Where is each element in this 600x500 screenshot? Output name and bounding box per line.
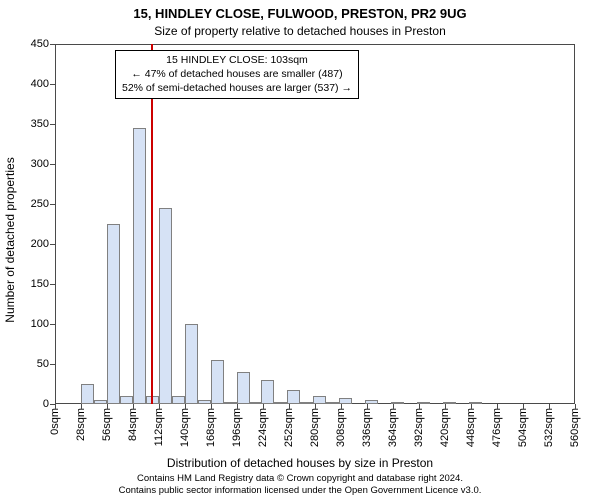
- x-tick-mark: [523, 404, 524, 409]
- histogram-bar: [159, 208, 172, 404]
- histogram-bar: [469, 402, 482, 404]
- histogram-bar: [81, 384, 94, 404]
- footer-line-1: Contains HM Land Registry data © Crown c…: [0, 473, 600, 484]
- plot-area: 0501001502002503003504004500sqm28sqm56sq…: [55, 44, 575, 404]
- x-tick-mark: [159, 404, 160, 409]
- x-tick-mark: [497, 404, 498, 409]
- x-tick-mark: [81, 404, 82, 409]
- x-tick-label: 476sqm: [491, 408, 503, 447]
- x-tick-label: 504sqm: [517, 408, 529, 447]
- y-tick-mark: [50, 164, 55, 165]
- x-tick-mark: [263, 404, 264, 409]
- x-tick-mark: [289, 404, 290, 409]
- x-tick-label: 168sqm: [205, 408, 217, 447]
- x-tick-mark: [419, 404, 420, 409]
- x-tick-label: 196sqm: [231, 408, 243, 447]
- y-tick-mark: [50, 124, 55, 125]
- histogram-bar: [185, 324, 198, 404]
- histogram-bar: [198, 400, 211, 404]
- histogram-bar: [274, 402, 287, 404]
- x-tick-mark: [133, 404, 134, 409]
- histogram-bar: [261, 380, 274, 404]
- x-tick-label: 112sqm: [153, 408, 165, 446]
- x-tick-label: 224sqm: [257, 408, 269, 447]
- x-tick-mark: [471, 404, 472, 409]
- x-tick-mark: [185, 404, 186, 409]
- x-tick-mark: [367, 404, 368, 409]
- histogram-bar: [391, 402, 404, 404]
- histogram-bar: [224, 402, 237, 404]
- histogram-bar: [300, 402, 313, 404]
- x-tick-mark: [315, 404, 316, 409]
- chart-subtitle: Size of property relative to detached ho…: [0, 24, 600, 38]
- histogram-bar: [237, 372, 250, 404]
- x-tick-label: 532sqm: [543, 408, 555, 447]
- x-tick-mark: [341, 404, 342, 409]
- histogram-bar: [339, 398, 352, 404]
- x-tick-mark: [393, 404, 394, 409]
- y-tick-mark: [50, 284, 55, 285]
- x-tick-label: 560sqm: [569, 408, 581, 447]
- x-tick-label: 364sqm: [387, 408, 399, 447]
- histogram-bar: [313, 396, 326, 404]
- x-tick-label: 280sqm: [309, 408, 321, 447]
- x-tick-label: 392sqm: [413, 408, 425, 447]
- x-tick-mark: [575, 404, 576, 409]
- histogram-chart: 15, HINDLEY CLOSE, FULWOOD, PRESTON, PR2…: [0, 0, 600, 500]
- x-tick-mark: [107, 404, 108, 409]
- x-axis-label: Distribution of detached houses by size …: [0, 456, 600, 470]
- y-axis-label: Number of detached properties: [3, 157, 17, 322]
- histogram-bar: [211, 360, 224, 404]
- histogram-bar: [120, 396, 133, 404]
- x-tick-label: 448sqm: [465, 408, 477, 447]
- x-tick-label: 252sqm: [283, 408, 295, 447]
- x-tick-label: 140sqm: [179, 408, 191, 447]
- annotation-line: 15 HINDLEY CLOSE: 103sqm: [122, 53, 352, 67]
- histogram-bar: [172, 396, 185, 404]
- histogram-bar: [287, 390, 300, 404]
- histogram-bar: [365, 400, 378, 404]
- chart-title: 15, HINDLEY CLOSE, FULWOOD, PRESTON, PR2…: [0, 6, 600, 21]
- annotation-line: ← 47% of detached houses are smaller (48…: [122, 67, 352, 81]
- x-tick-label: 0sqm: [49, 408, 61, 435]
- histogram-bar: [417, 402, 430, 404]
- annotation-line: 52% of semi-detached houses are larger (…: [122, 81, 352, 95]
- histogram-bar: [94, 400, 107, 404]
- x-tick-label: 336sqm: [361, 408, 373, 447]
- histogram-bar: [133, 128, 146, 404]
- x-tick-mark: [445, 404, 446, 409]
- x-tick-mark: [211, 404, 212, 409]
- chart-footer: Contains HM Land Registry data © Crown c…: [0, 473, 600, 496]
- y-tick-mark: [50, 204, 55, 205]
- y-tick-mark: [50, 244, 55, 245]
- histogram-bar: [107, 224, 120, 404]
- y-tick-mark: [50, 324, 55, 325]
- x-tick-label: 84sqm: [127, 408, 139, 441]
- x-tick-label: 56sqm: [101, 408, 113, 441]
- annotation-box: 15 HINDLEY CLOSE: 103sqm← 47% of detache…: [115, 50, 359, 99]
- histogram-bar: [443, 402, 456, 404]
- x-tick-label: 28sqm: [75, 408, 87, 441]
- y-tick-mark: [50, 364, 55, 365]
- x-tick-label: 420sqm: [439, 408, 451, 447]
- y-tick-mark: [50, 84, 55, 85]
- footer-line-2: Contains public sector information licen…: [0, 485, 600, 496]
- x-tick-mark: [237, 404, 238, 409]
- x-tick-mark: [55, 404, 56, 409]
- y-tick-mark: [50, 44, 55, 45]
- histogram-bar: [326, 402, 339, 404]
- x-tick-mark: [549, 404, 550, 409]
- x-tick-label: 308sqm: [335, 408, 347, 447]
